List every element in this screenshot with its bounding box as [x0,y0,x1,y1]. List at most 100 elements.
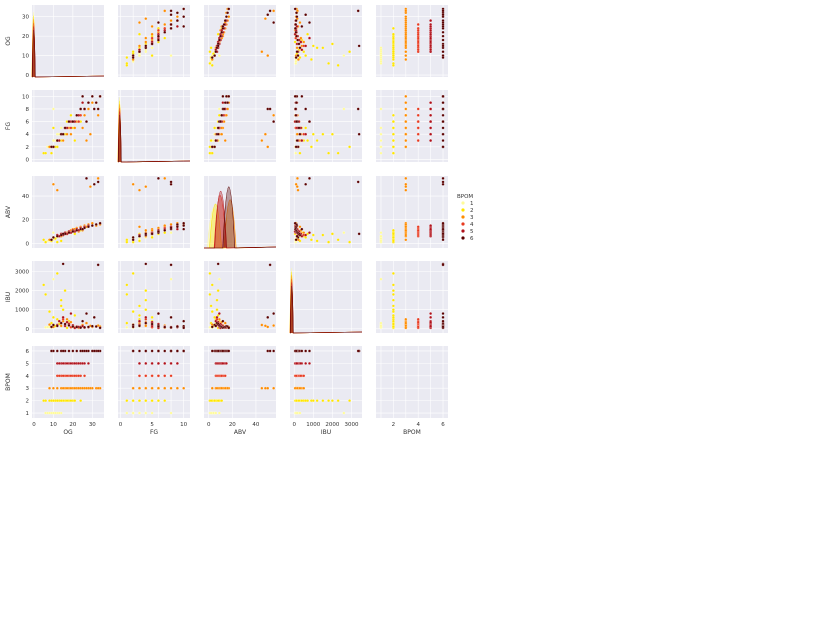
scatter-point-bpom-6 [61,132,65,136]
scatter-point-bpom-3 [81,386,84,390]
scatter-point-bpom-6 [71,325,75,328]
scatter-point-bpom-6 [266,349,270,353]
scatter-point-bpom-6 [157,312,160,315]
scatter-point-bpom-6 [144,232,148,236]
scatter-point-bpom-6 [304,349,308,353]
scatter-point-bpom-3 [298,386,302,390]
scatter-point-bpom-6 [293,94,297,98]
scatter-point-bpom-3 [48,323,51,326]
scatter-point-bpom-2 [391,289,395,293]
scatter-point-bpom-3 [85,386,88,390]
scatter-point-bpom-2 [208,50,212,54]
scatter-point-bpom-1 [125,325,129,329]
scatter-point-bpom-3 [260,386,264,390]
scatter-point-bpom-2 [391,32,395,36]
scatter-point-bpom-3 [263,324,267,328]
scatter-point-bpom-3 [302,231,306,235]
scatter-point-bpom-6 [304,182,308,186]
scatter-point-bpom-1 [52,277,55,281]
y-tick-label: 0 [26,157,30,163]
scatter-point-bpom-3 [163,176,167,180]
scatter-point-bpom-3 [302,40,306,44]
panel-background [118,346,190,418]
scatter-point-bpom-2 [391,272,395,275]
scatter-point-bpom-1 [169,54,173,57]
scatter-point-bpom-2 [208,272,212,275]
scatter-point-bpom-5 [65,361,69,365]
scatter-point-bpom-2 [304,235,308,239]
scatter-point-bpom-6 [441,113,445,117]
scatter-point-bpom-2 [391,319,395,323]
panel-background [376,346,448,418]
density-curve-bpom-4 [204,195,277,249]
scatter-point-bpom-2 [208,61,212,65]
scatter-point-bpom-3 [266,386,270,390]
scatter-point-bpom-1 [46,411,49,415]
scatter-point-bpom-3 [69,320,73,324]
scatter-point-bpom-6 [300,227,304,231]
scatter-point-bpom-2 [210,151,214,155]
scatter-point-bpom-2 [306,139,309,142]
scatter-point-bpom-5 [429,44,433,48]
scatter-point-bpom-1 [379,145,383,149]
scatter-point-bpom-6 [441,315,445,319]
scatter-point-bpom-6 [293,7,297,11]
scatter-point-bpom-1 [217,411,221,415]
scatter-point-bpom-2 [59,298,63,302]
scatter-point-bpom-6 [227,349,231,353]
scatter-point-bpom-5 [429,107,433,111]
scatter-point-bpom-6 [144,349,148,353]
y-tick-label: 0 [26,327,30,333]
y-axis-label-abv: ABV [5,205,12,218]
scatter-point-bpom-2 [125,321,129,325]
scatter-point-bpom-6 [210,325,214,329]
scatter-point-bpom-3 [96,386,100,390]
scatter-point-bpom-6 [441,126,445,130]
scatter-point-bpom-2 [55,317,59,321]
scatter-point-bpom-2 [131,399,135,403]
scatter-point-bpom-2 [391,151,395,155]
panel-fg-vs-bpom [376,90,448,162]
scatter-point-bpom-2 [311,233,315,237]
scatter-point-bpom-4 [61,374,65,378]
scatter-point-bpom-6 [293,26,297,30]
scatter-point-bpom-6 [214,50,218,54]
scatter-point-bpom-6 [169,325,173,329]
scatter-point-bpom-4 [57,374,61,378]
scatter-point-bpom-1 [298,411,302,415]
scatter-point-bpom-6 [55,324,59,328]
scatter-point-bpom-6 [169,226,173,230]
scatter-point-bpom-3 [163,23,167,26]
scatter-point-bpom-4 [220,374,224,378]
scatter-point-bpom-6 [216,126,220,130]
scatter-point-bpom-2 [61,308,65,312]
scatter-point-bpom-6 [157,34,160,38]
scatter-point-bpom-6 [308,21,311,24]
scatter-point-bpom-3 [81,126,84,130]
scatter-point-bpom-5 [77,361,81,365]
scatter-point-bpom-2 [157,399,160,403]
scatter-point-bpom-5 [429,19,433,22]
scatter-point-bpom-4 [73,374,77,378]
scatter-point-bpom-3 [150,386,154,390]
scatter-point-bpom-1 [379,321,383,325]
scatter-point-bpom-1 [150,411,154,415]
scatter-point-bpom-6 [71,120,75,123]
scatter-point-bpom-3 [404,28,408,32]
scatter-point-bpom-5 [429,312,433,315]
y-tick-label: 10 [22,94,29,100]
scatter-point-bpom-6 [182,7,186,11]
scatter-point-bpom-3 [404,94,408,98]
scatter-point-bpom-2 [302,50,306,54]
panel-background [376,90,448,162]
y-tick-label: 2 [26,145,30,151]
scatter-point-bpom-6 [169,13,173,17]
scatter-point-bpom-6 [441,145,445,149]
scatter-point-bpom-3 [157,226,160,230]
scatter-point-bpom-3 [69,132,73,136]
scatter-point-bpom-3 [404,58,408,61]
scatter-point-bpom-2 [391,228,395,232]
scatter-point-bpom-5 [429,32,433,36]
density-curve-bpom-3 [204,199,277,249]
scatter-point-bpom-6 [308,176,311,180]
